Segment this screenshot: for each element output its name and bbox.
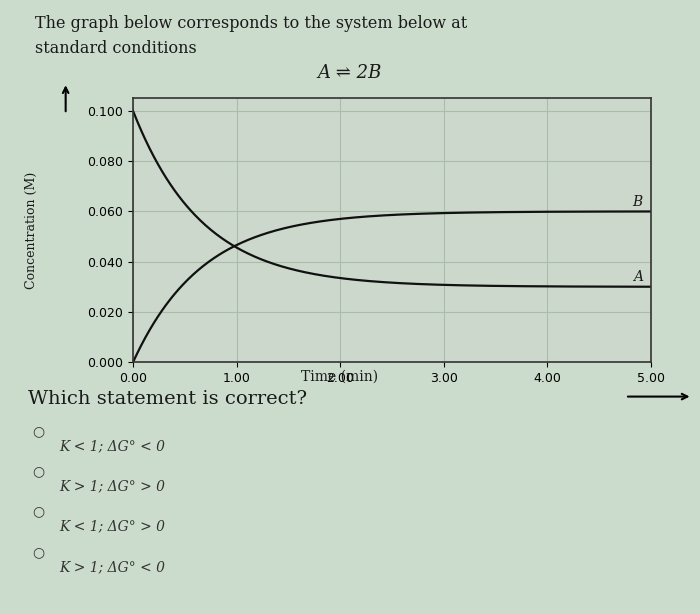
Text: K < 1; ΔG° < 0: K < 1; ΔG° < 0 <box>60 439 165 453</box>
Text: K > 1; ΔG° > 0: K > 1; ΔG° > 0 <box>60 479 165 493</box>
Text: Concentration (M): Concentration (M) <box>25 172 38 289</box>
Text: ○: ○ <box>32 424 45 438</box>
Text: Which statement is correct?: Which statement is correct? <box>28 390 307 408</box>
Text: A ⇌ 2B: A ⇌ 2B <box>318 64 382 82</box>
Text: B: B <box>633 195 643 209</box>
Text: ○: ○ <box>32 464 45 478</box>
Text: K < 1; ΔG° > 0: K < 1; ΔG° > 0 <box>60 519 165 533</box>
Text: K > 1; ΔG° < 0: K > 1; ΔG° < 0 <box>60 560 165 574</box>
Text: standard conditions: standard conditions <box>35 40 197 57</box>
Text: ○: ○ <box>32 504 45 518</box>
Text: A: A <box>633 270 643 284</box>
Text: ○: ○ <box>32 545 45 559</box>
Text: Time (min): Time (min) <box>301 370 378 384</box>
Text: The graph below corresponds to the system below at: The graph below corresponds to the syste… <box>35 15 468 33</box>
